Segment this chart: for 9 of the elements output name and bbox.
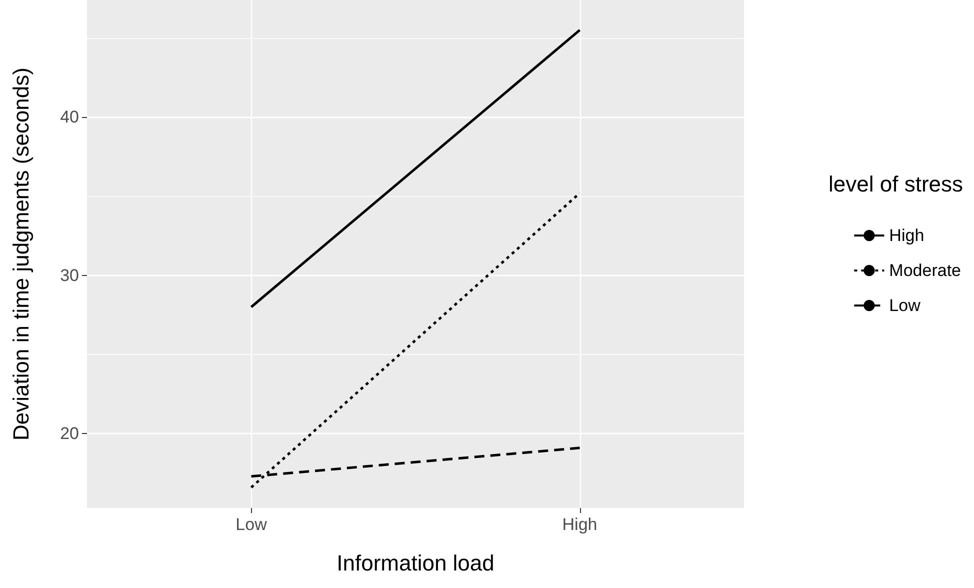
- x-axis-title: Information load: [336, 550, 494, 576]
- legend-label: Moderate: [889, 261, 962, 280]
- legend-label: High: [889, 226, 924, 245]
- legend-label: Low: [889, 296, 922, 315]
- y-axis-title: Deviation in time judgments (seconds): [8, 68, 34, 440]
- y-tick-label: 40: [60, 108, 79, 127]
- y-tick-label: 30: [60, 266, 79, 285]
- legend-title: level of stress: [828, 172, 964, 196]
- y-tick-label: 20: [60, 424, 79, 444]
